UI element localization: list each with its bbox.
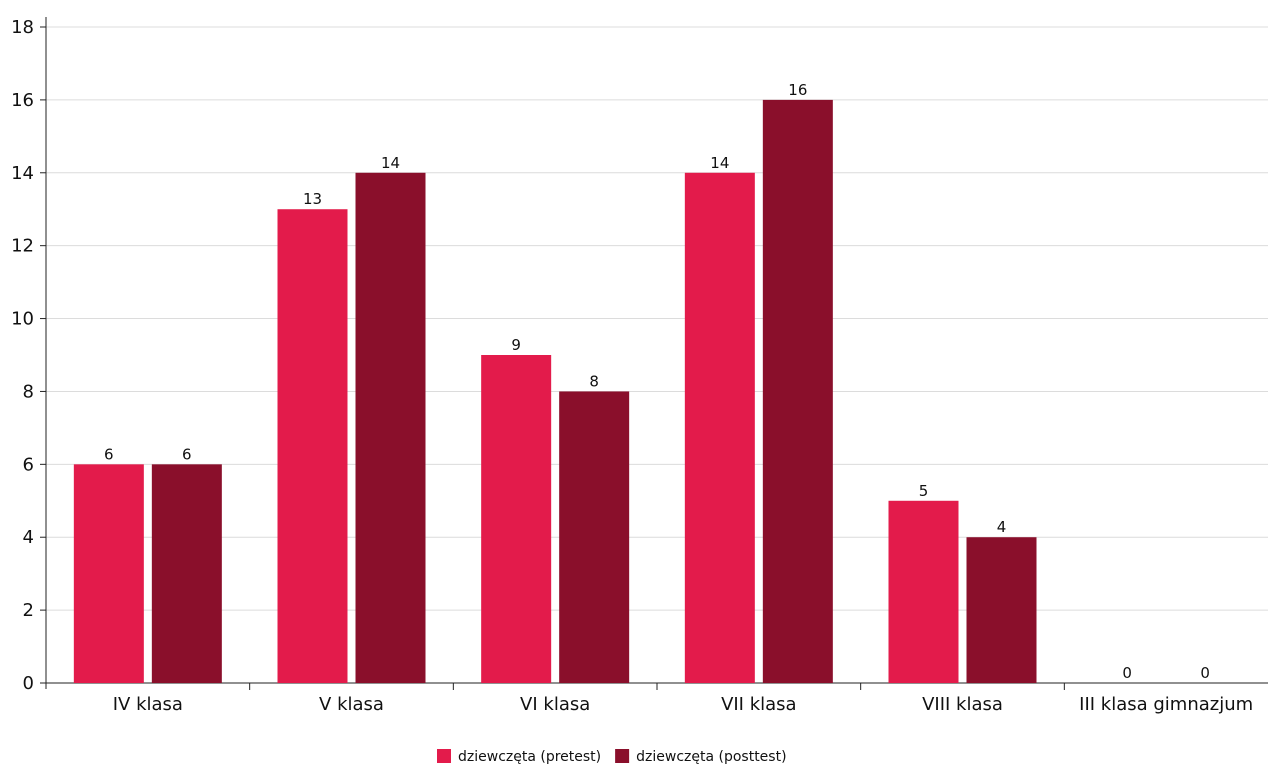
- data-label: 14: [710, 154, 729, 172]
- gridlines: [46, 27, 1268, 610]
- data-label: 0: [1200, 664, 1210, 682]
- data-label: 14: [381, 154, 400, 172]
- data-label: 4: [997, 518, 1007, 536]
- data-label: 8: [589, 372, 599, 390]
- data-label: 9: [511, 336, 521, 354]
- x-category-label: VII klasa: [721, 694, 797, 715]
- data-label: 6: [182, 445, 192, 463]
- y-tick-label: 6: [23, 454, 34, 475]
- data-label: 16: [788, 81, 807, 99]
- y-tick-label: 2: [23, 600, 34, 621]
- x-category-label: IV klasa: [113, 694, 183, 715]
- x-category-label: VI klasa: [520, 694, 590, 715]
- bar: [967, 537, 1037, 683]
- bar: [278, 209, 348, 683]
- data-label: 13: [303, 190, 322, 208]
- y-tick-label: 14: [11, 163, 34, 184]
- bar: [559, 391, 629, 683]
- x-category-label: VIII klasa: [922, 694, 1003, 715]
- legend: dziewczęta (pretest) dziewczęta (posttest…: [437, 749, 787, 765]
- legend-swatch: [437, 749, 451, 763]
- y-tick-label: 18: [11, 17, 34, 38]
- legend-label: dziewczęta (posttest): [636, 749, 786, 765]
- x-category-label: III klasa gimnazjum: [1079, 694, 1253, 715]
- y-tick-label: 12: [11, 236, 34, 257]
- y-tick-label: 4: [23, 527, 34, 548]
- bar: [356, 173, 426, 683]
- data-label: 5: [919, 482, 929, 500]
- bar: [889, 501, 959, 683]
- legend-label: dziewczęta (pretest): [458, 749, 601, 765]
- y-tick-label: 8: [23, 381, 34, 402]
- bar: [481, 355, 551, 683]
- data-labels: 6 6 13 14 9 8 14 16 5 4 0 0: [104, 81, 1210, 682]
- x-category-label: V klasa: [319, 694, 384, 715]
- bar: [74, 464, 144, 683]
- bar: [685, 173, 755, 683]
- y-tick-label: 0: [23, 673, 34, 694]
- bar: [763, 100, 833, 683]
- legend-swatch: [615, 749, 629, 763]
- bar: [152, 464, 222, 683]
- data-label: 6: [104, 445, 114, 463]
- y-tick-label: 16: [11, 90, 34, 111]
- y-tick-label: 10: [11, 309, 34, 330]
- data-label: 0: [1122, 664, 1132, 682]
